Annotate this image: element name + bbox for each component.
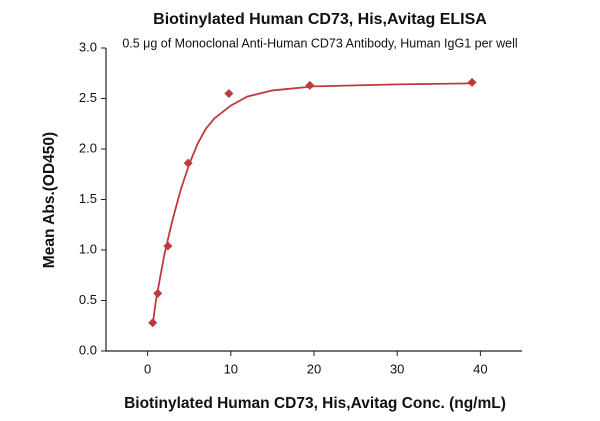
x-axis-label: Biotinylated Human CD73, His,Avitag Conc… (124, 395, 506, 412)
y-tick-label: 2.0 (79, 140, 97, 155)
x-tick-label: 10 (224, 361, 238, 376)
x-tick-label: 20 (307, 361, 321, 376)
chart-title: Biotinylated Human CD73, His,Avitag ELIS… (153, 11, 487, 28)
data-point (305, 80, 315, 90)
y-tick-label: 1.0 (79, 241, 97, 256)
data-point (467, 77, 477, 87)
y-axis-label: Mean Abs.(OD450) (41, 132, 58, 268)
x-tick-label: 40 (473, 361, 487, 376)
y-tick-label: 0.0 (79, 342, 97, 357)
fit-curve (151, 82, 473, 326)
x-tick-label: 30 (390, 361, 404, 376)
chart-subtitle: 0.5 μg of Monoclonal Anti-Human CD73 Ant… (122, 36, 517, 50)
y-tick-label: 1.5 (79, 191, 97, 206)
y-tick-label: 3.0 (79, 39, 97, 54)
y-tick-label: 2.5 (79, 90, 97, 105)
y-tick-label: 0.5 (79, 292, 97, 307)
data-point (224, 88, 234, 98)
x-tick-label: 0 (144, 361, 151, 376)
